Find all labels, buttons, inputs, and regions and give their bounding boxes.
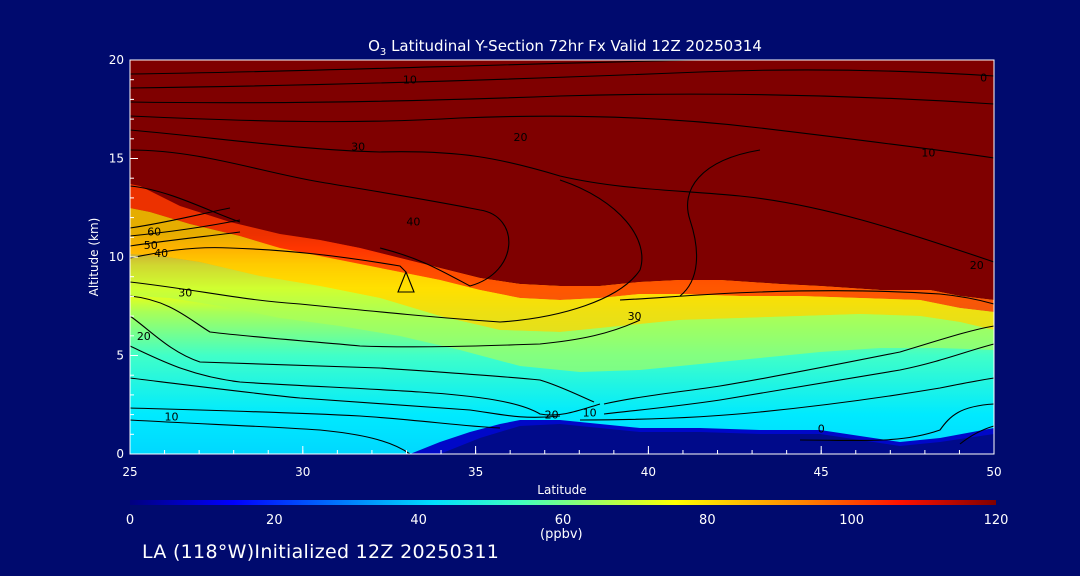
y-tick-label: 10	[109, 250, 124, 264]
footer-text: LA (118°W)Initialized 12Z 20250311	[142, 541, 500, 563]
y-tick-label: 15	[109, 152, 124, 166]
lower-mid-band	[130, 254, 994, 372]
contour-line	[129, 93, 995, 105]
colorbar-tick-label: 80	[699, 513, 716, 528]
colorbar-tick-label: 0	[126, 513, 134, 528]
contour-line	[129, 231, 241, 247]
contour-line	[129, 185, 241, 223]
y-tick-label: 0	[116, 447, 124, 461]
contour-line	[129, 149, 510, 287]
contour-label: 60	[147, 225, 161, 238]
colorbar-ramp	[130, 500, 996, 505]
contour-line	[129, 315, 595, 403]
contour-label: 40	[154, 247, 168, 260]
contour-line	[129, 179, 643, 323]
colorbar-tick-label: 120	[984, 513, 1009, 528]
transition-band	[130, 184, 994, 312]
colorbar: 0 20 40 60 80 100 120	[126, 500, 1009, 528]
contour-label: 40	[406, 216, 420, 229]
contour-line	[603, 343, 995, 415]
contour-label: 0	[980, 72, 987, 85]
contour-label: 0	[818, 422, 825, 435]
colorbar-ticks: 0 20 40 60 80 100 120	[126, 513, 1009, 528]
contour-line	[959, 425, 995, 445]
contour-line	[129, 377, 561, 418]
x-tick-label: 35	[468, 465, 483, 479]
contour-line	[129, 345, 601, 416]
contour-label: 10	[164, 411, 178, 424]
low-ozone-core	[440, 424, 994, 454]
x-tick-label: 25	[122, 465, 137, 479]
contour-label: 50	[144, 239, 158, 252]
x-tick-label: 50	[986, 465, 1001, 479]
x-axis: 25 30 35 40 45 50	[122, 446, 1002, 479]
contour-label: 30	[178, 286, 192, 299]
contour-label: 10	[403, 74, 417, 87]
high-ozone-region	[130, 60, 994, 300]
x-tick-label: 45	[814, 465, 829, 479]
x-axis-label: Latitude	[537, 483, 586, 497]
contour-line	[129, 247, 415, 293]
contour-label: 20	[545, 409, 559, 422]
colorbar-tick-label: 60	[555, 513, 572, 528]
contour-line	[129, 207, 231, 229]
contour-line	[129, 59, 701, 75]
chart-title: O3 Latitudinal Y-Section 72hr Fx Valid 1…	[368, 37, 762, 58]
colorbar-tick-label: 40	[410, 513, 427, 528]
contour-label: 20	[514, 131, 528, 144]
contour-line	[799, 403, 995, 442]
x-tick-label: 40	[641, 465, 656, 479]
colorbar-tick-label: 20	[266, 513, 283, 528]
contour-line	[129, 407, 501, 429]
contour-line	[679, 149, 761, 297]
contour-line	[129, 115, 995, 159]
contour-lines	[129, 59, 995, 455]
colorbar-unit: (ppbv)	[540, 527, 583, 542]
contour-line	[129, 129, 995, 263]
contour-line	[129, 219, 241, 237]
y-axis: 0 5 10 15 20	[109, 53, 138, 461]
y-tick-label: 20	[109, 53, 124, 67]
contour-label: 20	[970, 259, 984, 272]
contour-label: 30	[628, 310, 642, 323]
contour-label: 10	[583, 407, 597, 420]
contour-line	[579, 377, 995, 421]
y-tick-label: 5	[116, 349, 124, 363]
contour-line	[603, 325, 995, 405]
contour-line	[619, 290, 995, 305]
y-axis-label: Altitude (km)	[87, 218, 101, 297]
contour-label: 30	[351, 141, 365, 154]
colorbar-tick-label: 100	[839, 513, 864, 528]
mid-band	[130, 208, 994, 332]
contour-line	[129, 69, 995, 89]
contour-label: 20	[137, 330, 151, 343]
contour-line	[129, 295, 641, 348]
contour-label: 10	[921, 147, 935, 160]
x-tick-label: 30	[295, 465, 310, 479]
contour-line	[129, 419, 411, 455]
